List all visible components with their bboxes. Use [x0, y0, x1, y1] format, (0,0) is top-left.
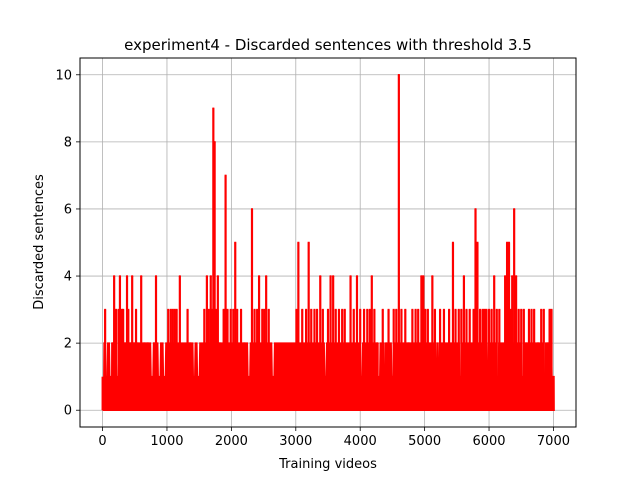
- x-tick-label: 0: [98, 434, 106, 449]
- series-discarded-sentences: [101, 74, 555, 411]
- x-tick-label: 5000: [408, 434, 441, 449]
- x-tick-label: 7000: [537, 434, 570, 449]
- chart-title: experiment4 - Discarded sentences with t…: [124, 36, 532, 54]
- y-tick-label: 6: [64, 202, 72, 217]
- y-tick-label: 10: [55, 68, 72, 83]
- ticks: 0 1000 2000 3000 4000 5000 6000 7000 0 2 4 6 8 10: [55, 68, 570, 449]
- y-tick-label: 4: [64, 270, 72, 285]
- x-tick-label: 1000: [150, 434, 183, 449]
- y-axis-label: Discarded sentences: [32, 174, 47, 310]
- y-tick-label: 8: [64, 135, 72, 150]
- x-tick-label: 3000: [279, 434, 312, 449]
- plot-frame: [79, 57, 577, 428]
- x-tick-label: 4000: [344, 434, 377, 449]
- x-tick-label: 6000: [472, 434, 505, 449]
- x-tick-label: 2000: [215, 434, 248, 449]
- y-tick-label: 0: [64, 404, 72, 419]
- x-axis-label: Training videos: [278, 457, 377, 472]
- y-tick-label: 2: [64, 337, 72, 352]
